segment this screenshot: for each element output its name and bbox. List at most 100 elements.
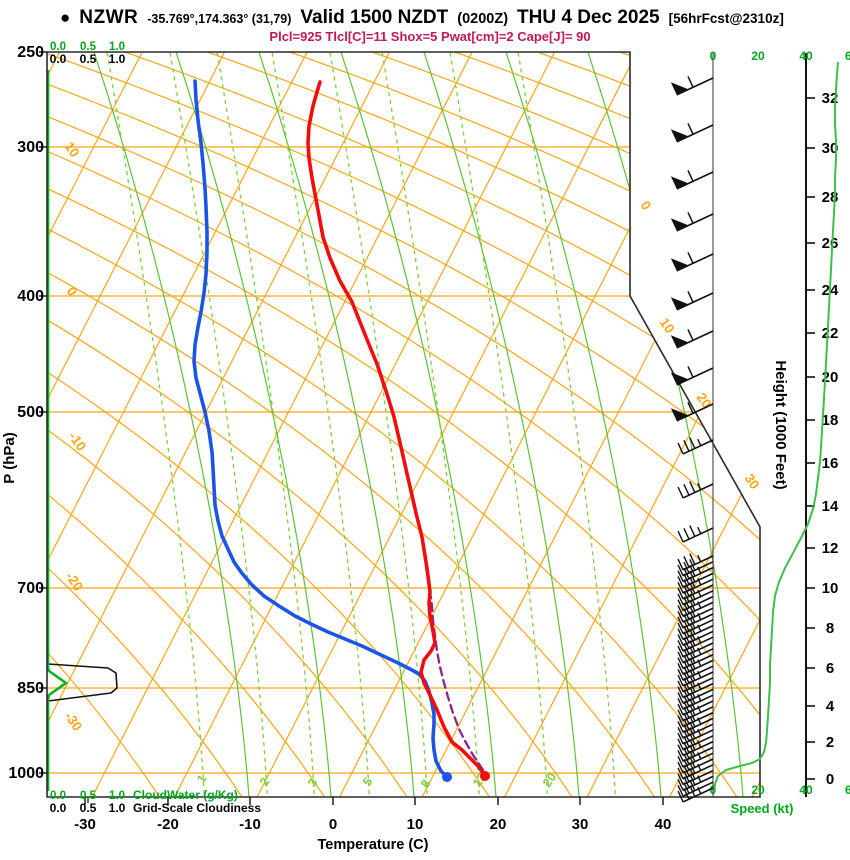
wind-barb — [670, 329, 714, 349]
adiabat-label: -20 — [63, 569, 86, 594]
forecast-hour: [56hrFcst@2310z] — [668, 11, 784, 26]
cloudiness-scale-bottom: 0.0 — [50, 801, 67, 815]
speed-axis-title: Speed (kt) — [731, 801, 794, 816]
wind-barb — [677, 709, 714, 728]
cloudiness-scale-bottom: 0.5 — [80, 801, 97, 815]
wind-barb — [677, 437, 714, 455]
mixing-ratio-label: 20 — [540, 770, 559, 789]
wind-barb — [670, 212, 714, 232]
temperature-tick-label: -10 — [239, 816, 261, 833]
height-tick-label: 16 — [822, 455, 839, 472]
wind-barb — [677, 628, 714, 647]
wind-barb — [677, 686, 714, 705]
wind-barb — [677, 657, 714, 676]
station-id: NZWR — [79, 7, 139, 28]
surface-temperature-dot — [480, 771, 490, 781]
wind-barb — [677, 663, 714, 681]
cloud-profiles — [46, 70, 118, 791]
wind-barb — [677, 721, 714, 739]
isotherm-label: 30 — [742, 471, 763, 492]
wind-barb — [677, 651, 714, 670]
wind-barb — [677, 715, 714, 734]
cloudiness-title: Grid-Scale Cloudiness — [133, 801, 261, 815]
temperature-tick-label: 20 — [490, 816, 507, 833]
pressure-tick-label: 500 — [17, 404, 44, 421]
pressure-tick-label: 850 — [17, 680, 44, 697]
height-axis-title: Height (1000 Feet) — [772, 360, 789, 489]
valid-date: THU 4 Dec 2025 — [517, 7, 660, 28]
wind-barb — [677, 564, 714, 583]
speed-tick-label: 40 — [799, 49, 813, 63]
wind-barb — [677, 622, 714, 641]
speed-tick-label: 40 — [799, 783, 813, 797]
skewt-background-lattice — [47, 52, 760, 797]
sounding-curves — [192, 79, 490, 782]
adiabat-label: -30 — [62, 709, 85, 734]
cloudwater-title: CloudWater (g/Kg) — [133, 788, 238, 802]
wind-barbs — [670, 53, 714, 803]
height-tick-label: 2 — [826, 734, 834, 751]
speed-tick-label: 60 — [845, 783, 850, 797]
cloudiness-scale-top: 0.0 — [50, 52, 67, 66]
pressure-axis-title: P (hPa) — [1, 432, 18, 483]
wind-barb — [677, 646, 714, 664]
wind-barb — [677, 576, 714, 594]
height-tick-label: 6 — [826, 660, 834, 677]
wind-barb — [677, 773, 714, 792]
wind-barb — [670, 76, 714, 96]
wind-barb — [677, 634, 714, 652]
temperature-tick-label: -20 — [157, 816, 179, 833]
temperature-tick-label: 10 — [407, 816, 424, 833]
temperature-line — [306, 80, 487, 778]
height-tick-label: 4 — [826, 698, 835, 715]
wind-barb — [677, 762, 714, 780]
isotherm-label: 0 — [638, 198, 655, 213]
height-tick-label: 30 — [822, 140, 839, 157]
wind-barb — [677, 692, 714, 710]
height-tick-label: 22 — [822, 325, 839, 342]
wind-barb — [677, 779, 714, 797]
temperature-tick-label: 30 — [572, 816, 589, 833]
cloudiness-scale-top: 0.5 — [80, 52, 97, 66]
adiabat-label: 10 — [62, 139, 83, 160]
wind-barb — [677, 640, 714, 658]
wind-barb — [677, 704, 714, 722]
wind-speed-profile — [713, 61, 839, 794]
cloudiness-scale-bottom: 1.0 — [109, 801, 126, 815]
height-tick-label: 12 — [822, 540, 839, 557]
cloudwater-scale-top: 0.5 — [80, 41, 97, 53]
temperature-tick-label: 40 — [655, 816, 672, 833]
wind-barb — [677, 680, 714, 699]
chart-title: ● NZWR -35.769°,174.363° (31,79) Valid 1… — [60, 7, 784, 29]
height-tick-label: 18 — [822, 412, 839, 429]
height-tick-label: 14 — [822, 498, 839, 515]
station-coords: -35.769°,174.363° (31,79) — [147, 12, 292, 26]
wind-barb — [670, 123, 714, 143]
wind-barb — [677, 675, 714, 693]
surface-dewpoint-dot — [442, 772, 452, 782]
stability-indices: Plcl=925 Tlcl[C]=11 Shox=5 Pwat[cm]=2 Ca… — [269, 29, 591, 44]
height-tick-label: 8 — [826, 620, 834, 637]
cloudwater-scale-bottom: 0.5 — [80, 790, 97, 802]
speed-tick-label: 60 — [845, 49, 850, 63]
mixing-ratio-label: 1 — [194, 772, 209, 786]
valid-time-utc: (0200Z) — [457, 11, 509, 27]
pressure-tick-label: 300 — [17, 139, 44, 156]
cloudwater-scale-bottom: 1.0 — [109, 790, 125, 802]
wind-barb — [670, 291, 714, 311]
pressure-tick-label: 250 — [17, 44, 44, 61]
cloudiness-scale-top: 1.0 — [109, 52, 126, 66]
cloudwater-scale-bottom: 0.0 — [50, 790, 66, 802]
valid-time: Valid 1500 NZDT — [300, 7, 449, 28]
height-tick-label: 26 — [822, 235, 839, 252]
pressure-tick-label: 1000 — [8, 765, 44, 782]
wind-barb — [670, 252, 714, 272]
wind-barb — [677, 738, 714, 757]
isotherm-label: 10 — [657, 315, 678, 336]
cloudwater-scale-top: 1.0 — [109, 41, 125, 53]
height-tick-label: 10 — [822, 580, 839, 597]
height-tick-label: 0 — [826, 771, 834, 788]
